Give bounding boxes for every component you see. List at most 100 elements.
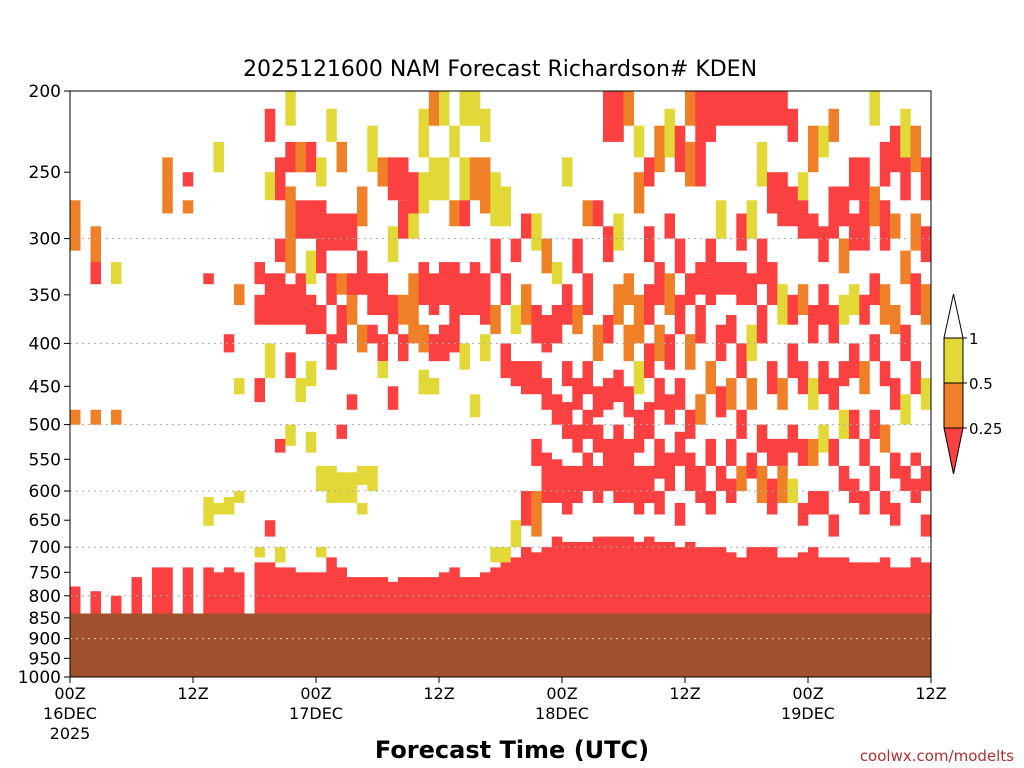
heatmap-cell: [521, 361, 532, 395]
terrain-fill: [70, 613, 931, 677]
heatmap-cell: [531, 552, 542, 614]
heatmap-cell: [705, 547, 716, 614]
heatmap-cell: [736, 262, 747, 305]
heatmap-cell: [562, 157, 573, 187]
heatmap-cell: [664, 452, 675, 491]
heatmap-cell: [715, 324, 727, 362]
heatmap-cell: [234, 572, 245, 614]
heatmap-cell: [613, 91, 624, 142]
heatmap-cell: [480, 108, 491, 142]
heatmap-cell: [756, 91, 768, 126]
heatmap-cell: [510, 520, 522, 548]
heatmap-cell: [869, 334, 880, 362]
heatmap-cell: [808, 438, 819, 466]
heatmap-cell: [767, 478, 778, 515]
heatmap-cell: [572, 424, 583, 453]
heatmap-cell: [521, 284, 532, 325]
heatmap-cell: [890, 567, 901, 614]
heatmap-cell: [828, 186, 839, 239]
heatmap-cell: [705, 273, 716, 305]
heatmap-cell: [685, 273, 696, 305]
heatmap-cell: [510, 238, 522, 263]
heatmap-cell: [439, 262, 450, 305]
heatmap-cell: [480, 334, 491, 362]
heatmap-cell: [879, 361, 891, 387]
heatmap-cell: [726, 315, 737, 344]
heatmap-cell: [777, 557, 788, 614]
heatmap-cell: [746, 91, 757, 126]
heatmap-cell: [900, 108, 911, 158]
heatmap-cell: [111, 409, 122, 425]
heatmap-cell: [336, 567, 347, 614]
heatmap-cell: [808, 491, 819, 515]
heatmap-cell: [541, 378, 552, 410]
heatmap-cell: [910, 452, 921, 466]
heatmap-cell: [213, 502, 224, 515]
heatmap-cell: [859, 562, 870, 614]
x-tick-date: 19DEC: [781, 704, 835, 723]
heatmap-cell: [592, 386, 604, 418]
heatmap-cell: [623, 386, 634, 418]
heatmap-cell: [582, 452, 593, 491]
x-tick-label: 12Z: [915, 684, 946, 703]
heatmap-cell: [705, 91, 716, 142]
heatmap-cell: [818, 361, 829, 395]
heatmap-cell: [756, 238, 768, 285]
heatmap-cell: [808, 125, 819, 173]
heatmap-cell: [510, 557, 522, 614]
heatmap-cell: [869, 273, 880, 305]
heatmap-cell: [449, 262, 460, 315]
heatmap-cell: [90, 226, 101, 274]
heatmap-cell: [275, 438, 286, 453]
heatmap-cell: [736, 343, 747, 379]
heatmap-cell: [582, 541, 593, 614]
heatmap-cell: [295, 200, 306, 239]
heatmap-cell: [777, 378, 788, 410]
heatmap-cell: [900, 250, 911, 285]
heatmap-cell: [490, 172, 501, 227]
heatmap-cell: [367, 324, 378, 344]
heatmap-cell: [705, 491, 716, 515]
heatmap-cell: [182, 172, 194, 187]
heatmap-cell: [849, 213, 860, 251]
heatmap-cell: [275, 567, 286, 614]
heatmap-cell: [920, 378, 932, 410]
heatmap-cell: [551, 459, 563, 503]
heatmap-cell: [510, 361, 522, 387]
heatmap-cell: [418, 577, 429, 614]
heatmap-cell: [264, 108, 276, 142]
heatmap-cell: [521, 213, 532, 239]
heatmap-cell: [920, 562, 932, 614]
heatmap-cell: [603, 226, 614, 263]
legend-swatch: [943, 382, 964, 429]
heatmap-cell: [367, 465, 378, 491]
heatmap-cell: [849, 343, 860, 379]
heatmap-cell: [910, 478, 921, 503]
heatmap-cell: [674, 502, 686, 526]
heatmap-cell: [469, 394, 481, 418]
heatmap-cell: [234, 284, 245, 305]
heatmap-cell: [818, 226, 829, 263]
heatmap-cell: [223, 334, 235, 353]
heatmap-cell: [500, 273, 511, 305]
heatmap-cell: [644, 536, 655, 614]
x-tick-label: 00Z: [546, 684, 577, 703]
heatmap-cell: [818, 125, 829, 158]
heatmap-cell: [500, 547, 511, 568]
heatmap-cell: [879, 284, 891, 325]
heatmap-cell: [613, 424, 624, 466]
heatmap-cell: [787, 557, 798, 614]
heatmap-cell: [879, 141, 891, 187]
y-tick-label: 500: [29, 416, 61, 436]
heatmap-cell: [695, 141, 706, 187]
heatmap-cell: [736, 213, 747, 251]
heatmap-cell: [685, 409, 696, 439]
heatmap-cell: [234, 491, 245, 503]
heatmap-cell: [582, 200, 593, 227]
heatmap-cell: [613, 284, 624, 325]
heatmap-cell: [490, 238, 501, 274]
heatmap-cell: [541, 315, 552, 353]
heatmap-cell: [674, 378, 686, 410]
heatmap-cell: [654, 491, 665, 515]
heatmap-cell: [828, 378, 839, 410]
